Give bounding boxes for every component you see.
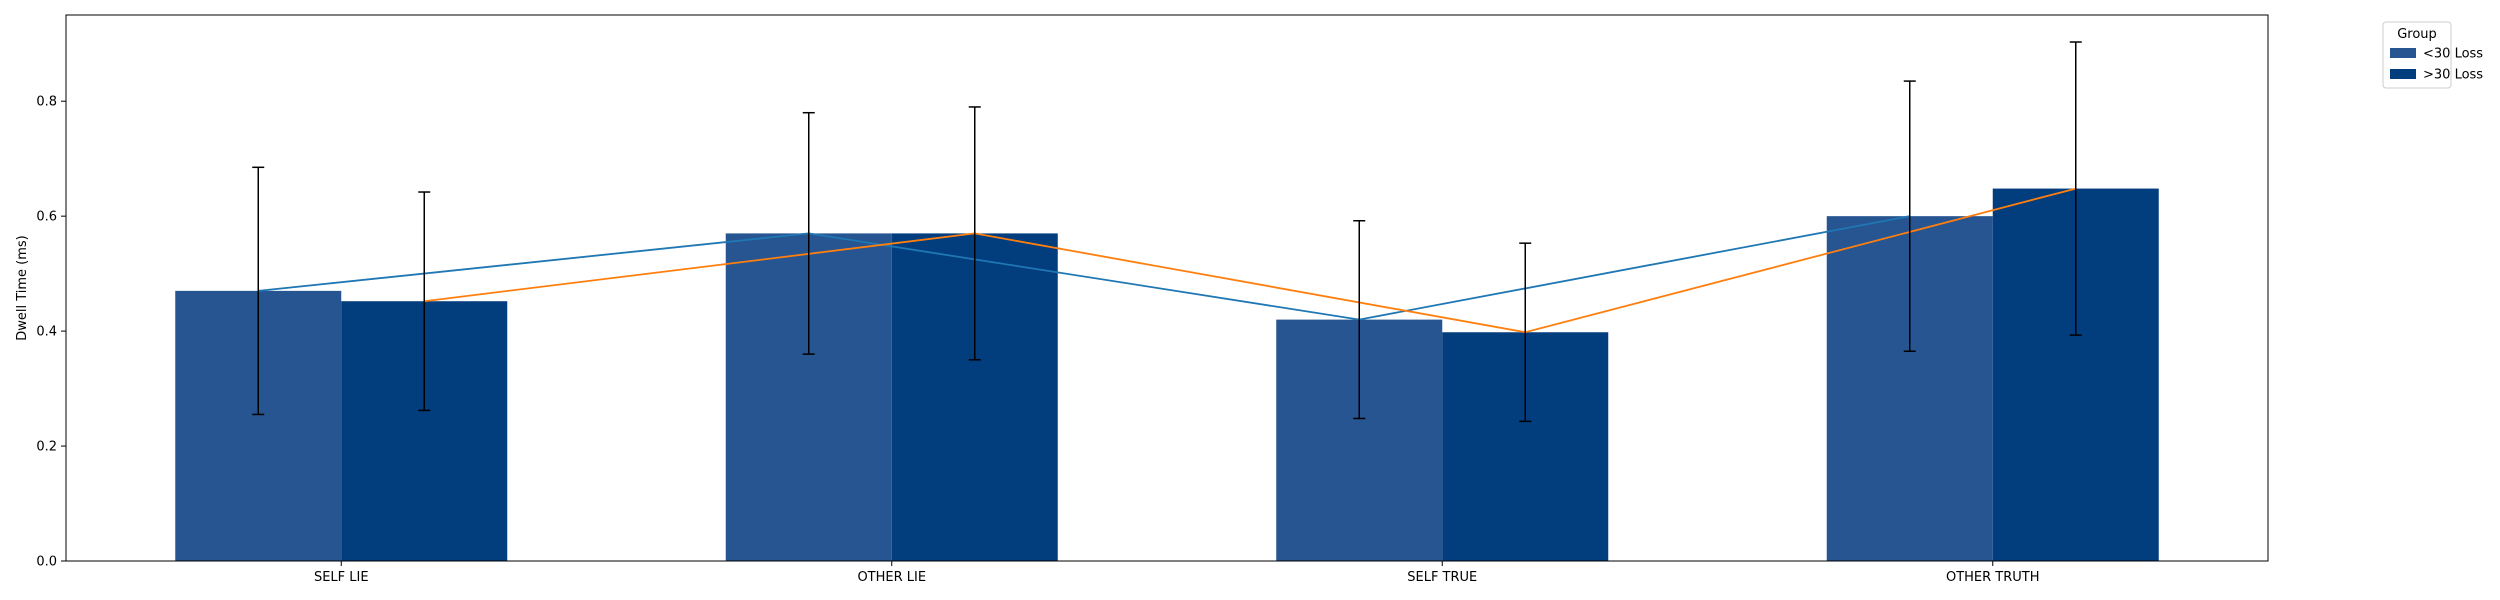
legend-label-1: <30 Loss — [2423, 47, 2483, 62]
y-tick-label-2: 0.2 — [36, 440, 57, 455]
plot-frame — [65, 14, 2269, 562]
series-line-2 — [424, 187, 2076, 334]
error-bars-layer — [252, 41, 2082, 423]
legend: Group <30 Loss >30 Loss — [2382, 21, 2483, 89]
y-tick-label-1: 0.0 — [36, 555, 57, 570]
y-tick-label-5: 0.8 — [36, 95, 57, 110]
x-tick-label-4: OTHER TRUTH — [1946, 570, 2040, 585]
y-tick-label-4: 0.6 — [36, 210, 57, 225]
y-axis: 0.0 0.2 0.4 0.6 0.8 — [36, 95, 66, 570]
y-axis-label: Dwell Time (ms) — [15, 235, 30, 341]
x-tick-label-3: SELF TRUE — [1407, 570, 1477, 585]
legend-swatch-2 — [2390, 69, 2416, 79]
series-line-1 — [258, 215, 1910, 321]
legend-title: Group — [2397, 27, 2437, 42]
legend-swatch-1 — [2390, 48, 2416, 58]
legend-label-2: >30 Loss — [2423, 68, 2483, 83]
series-lines-layer — [258, 187, 2076, 334]
x-tick-label-1: SELF LIE — [314, 570, 369, 585]
x-axis: SELF LIE OTHER LIE SELF TRUE OTHER TRUTH — [314, 561, 2040, 585]
y-tick-label-3: 0.4 — [36, 325, 57, 340]
x-tick-label-2: OTHER LIE — [857, 570, 926, 585]
